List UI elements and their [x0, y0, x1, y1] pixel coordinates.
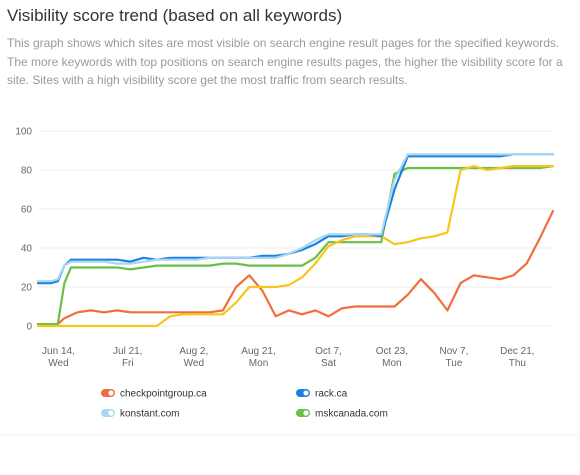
y-tick-label: 40 [21, 244, 33, 255]
x-tick-label: Nov 7, [440, 346, 469, 357]
grid-lines [38, 130, 553, 327]
legend-label: konstant.com [120, 409, 179, 420]
x-tick-sublabel: Fri [122, 358, 134, 369]
y-tick-label: 100 [15, 127, 32, 138]
x-tick-label: Jun 14, [42, 346, 75, 357]
x-tick-sublabel: Mon [382, 358, 401, 369]
y-tick-label: 20 [21, 283, 33, 294]
legend-label: rack.ca [315, 389, 348, 400]
x-tick-sublabel: Wed [48, 358, 68, 369]
legend-item[interactable]: rack.ca [296, 389, 348, 400]
x-tick-sublabel: Wed [184, 358, 204, 369]
legend-toggle-knob-icon [108, 390, 114, 396]
legend-item[interactable]: konstant.com [101, 409, 179, 420]
x-tick-label: Oct 23, [376, 346, 408, 357]
y-tick-label: 0 [26, 322, 32, 333]
legend-label: checkpointgroup.ca [120, 389, 207, 400]
x-tick-label: Dec 21, [500, 346, 534, 357]
legend-label: mskcanada.com [315, 409, 388, 420]
legend-toggle-knob-icon [303, 390, 309, 396]
x-tick-sublabel: Tue [446, 358, 463, 369]
series-line-mskcanada-com [36, 165, 555, 326]
series-line-unnamed [36, 165, 555, 328]
x-tick-label: Aug 21, [241, 346, 275, 357]
legend-toggle-knob-icon [303, 410, 309, 416]
chart-description: This graph shows which sites are most vi… [7, 36, 563, 87]
legend-item[interactable]: mskcanada.com [296, 409, 388, 420]
chart-frame: 0 20 40 60 80 100 Jun 14, Wed Jul 21, Fri Aug 2, We… [0, 112, 580, 434]
x-tick-sublabel: Thu [509, 358, 526, 369]
x-tick-label: Aug 2, [179, 346, 208, 357]
series-line-konstant-com [36, 153, 555, 283]
legend-item[interactable]: checkpointgroup.ca [101, 389, 207, 400]
x-tick-sublabel: Mon [249, 358, 268, 369]
y-tick-label: 80 [21, 166, 33, 177]
chart-title: Visibility score trend (based on all key… [7, 6, 343, 25]
x-tick-label: Jul 21, [113, 346, 142, 357]
legend-toggle-knob-icon [108, 410, 114, 416]
y-tick-label: 60 [21, 205, 33, 216]
x-tick-label: Oct 7, [315, 346, 342, 357]
series-line-checkpointgroup-ca [36, 209, 555, 326]
x-tick-sublabel: Sat [321, 358, 336, 369]
